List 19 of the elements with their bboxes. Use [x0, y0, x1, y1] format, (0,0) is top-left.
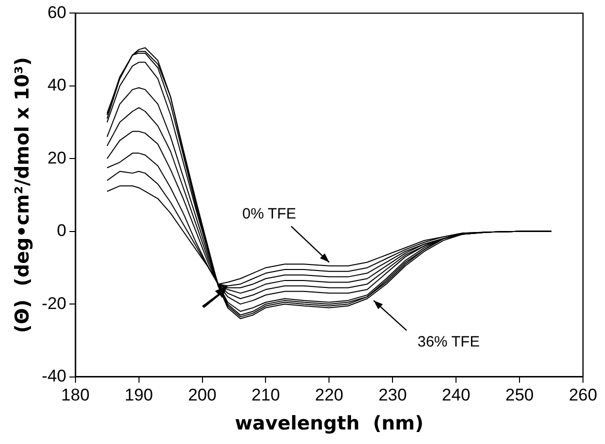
x-axis-title: wavelength (nm) [234, 412, 424, 435]
x-tick-label: 210 [252, 386, 280, 405]
x-tick-label: 220 [315, 386, 344, 405]
y-tick-label: 20 [47, 148, 66, 168]
y-tick-label: -40 [42, 366, 66, 386]
y-tick-label: 60 [47, 2, 66, 22]
annotation: 0% TFE [242, 205, 296, 222]
annotation: 36% TFE [417, 334, 480, 351]
y-tick-label: -20 [42, 294, 66, 313]
x-tick-label: 180 [61, 386, 90, 405]
x-tick-label: 230 [378, 386, 407, 405]
x-tick-label: 250 [505, 386, 534, 405]
y-tick-label: 40 [47, 76, 66, 95]
x-tick-label: 260 [568, 386, 598, 405]
x-tick-label: 200 [188, 386, 216, 405]
x-tick-label: 240 [442, 386, 470, 405]
y-axis-title: (Θ) (deg•cm²/dmol x 10³) [11, 57, 34, 333]
y-tick-label: 0 [56, 221, 66, 240]
x-tick-label: 190 [124, 386, 154, 405]
